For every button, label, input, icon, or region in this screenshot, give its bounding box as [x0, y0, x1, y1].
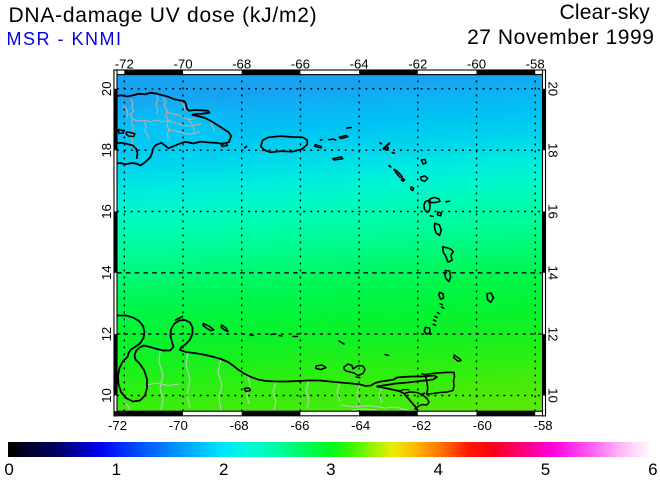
svg-text:-70: -70 — [173, 57, 192, 72]
svg-text:18: 18 — [546, 143, 561, 158]
svg-text:20: 20 — [99, 81, 114, 96]
svg-text:12: 12 — [99, 327, 114, 342]
svg-text:10: 10 — [546, 388, 561, 403]
svg-text:16: 16 — [99, 204, 114, 219]
svg-text:14: 14 — [99, 265, 114, 280]
svg-text:-62: -62 — [412, 418, 431, 433]
svg-text:-60: -60 — [473, 418, 492, 433]
svg-text:-64: -64 — [350, 57, 369, 72]
svg-text:-68: -68 — [232, 57, 251, 72]
svg-text:-62: -62 — [408, 57, 427, 72]
svg-text:12: 12 — [546, 327, 561, 342]
svg-text:10: 10 — [99, 388, 114, 403]
svg-text:18: 18 — [99, 143, 114, 158]
svg-text:16: 16 — [546, 204, 561, 219]
svg-text:-66: -66 — [291, 57, 310, 72]
svg-text:-60: -60 — [467, 57, 486, 72]
svg-text:-64: -64 — [351, 418, 370, 433]
svg-text:-58: -58 — [534, 418, 553, 433]
svg-text:-68: -68 — [230, 418, 249, 433]
svg-text:-72: -72 — [115, 57, 134, 72]
svg-text:-72: -72 — [108, 418, 127, 433]
svg-text:20: 20 — [546, 81, 561, 96]
svg-text:-58: -58 — [526, 57, 545, 72]
svg-text:-66: -66 — [290, 418, 309, 433]
svg-text:-70: -70 — [169, 418, 188, 433]
svg-text:14: 14 — [546, 265, 561, 280]
